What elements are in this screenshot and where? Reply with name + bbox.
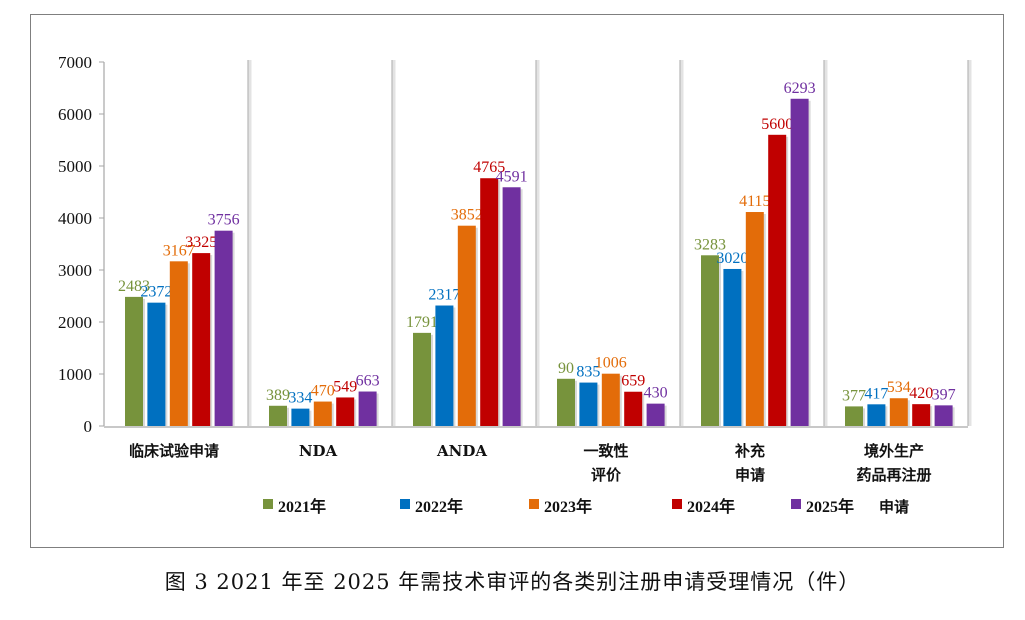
bar bbox=[192, 253, 211, 426]
bar bbox=[889, 398, 908, 426]
y-tick-label: 3000 bbox=[58, 261, 92, 280]
bar bbox=[435, 305, 454, 426]
data-label: 549 bbox=[333, 378, 357, 395]
bar bbox=[169, 261, 188, 426]
legend-swatch bbox=[263, 499, 273, 509]
category-label: 一致性 bbox=[583, 442, 628, 460]
data-label: 389 bbox=[266, 387, 290, 404]
category-label: NDA bbox=[299, 442, 338, 460]
data-label: 3852 bbox=[451, 207, 483, 224]
data-label: 835 bbox=[576, 364, 600, 381]
y-tick-label: 5000 bbox=[58, 157, 92, 176]
bar bbox=[313, 401, 332, 426]
data-label: 2317 bbox=[428, 287, 460, 304]
data-label: 90 bbox=[558, 360, 574, 377]
legend-label: 2021年 bbox=[278, 497, 326, 516]
data-label: 417 bbox=[864, 385, 888, 402]
legend-label: 2025年 bbox=[806, 497, 854, 516]
y-tick-label: 6000 bbox=[58, 105, 92, 124]
y-tick-label: 4000 bbox=[58, 209, 92, 228]
data-label: 1006 bbox=[595, 355, 627, 372]
bar bbox=[413, 332, 431, 426]
bar bbox=[269, 405, 287, 426]
data-label: 4591 bbox=[496, 168, 528, 185]
legend-label: 2023年 bbox=[544, 497, 592, 516]
category-label: 药品再注册 bbox=[856, 466, 931, 484]
category-label: 临床试验申请 bbox=[129, 442, 219, 460]
bar bbox=[624, 391, 643, 426]
data-label: 6293 bbox=[784, 80, 816, 97]
bar bbox=[745, 212, 764, 426]
data-label: 2372 bbox=[140, 284, 172, 301]
bar bbox=[147, 302, 166, 426]
data-label: 334 bbox=[288, 390, 312, 407]
data-label: 470 bbox=[311, 383, 335, 400]
legend-swatch bbox=[791, 499, 801, 509]
bar bbox=[790, 98, 809, 426]
data-label: 397 bbox=[932, 386, 956, 403]
bar bbox=[557, 378, 575, 426]
bar bbox=[601, 373, 620, 426]
category-label: 补充 bbox=[734, 442, 765, 460]
data-label: 3020 bbox=[716, 250, 748, 267]
bar bbox=[646, 403, 665, 426]
legend-label: 2024年 bbox=[687, 497, 735, 516]
bar bbox=[912, 404, 931, 426]
legend-label: 2022年 bbox=[415, 497, 463, 516]
bar bbox=[934, 405, 953, 426]
legend-swatch bbox=[529, 499, 539, 509]
data-label: 3167 bbox=[163, 242, 195, 259]
y-tick-label: 0 bbox=[84, 417, 93, 436]
data-label: 430 bbox=[644, 385, 668, 402]
bar bbox=[214, 230, 233, 426]
bar bbox=[768, 134, 787, 427]
legend-swatch bbox=[400, 499, 410, 509]
bar bbox=[480, 178, 499, 426]
bar bbox=[358, 391, 377, 426]
data-label: 534 bbox=[887, 379, 911, 396]
data-label: 659 bbox=[621, 373, 645, 390]
category-label: ANDA bbox=[436, 442, 487, 460]
data-label: 663 bbox=[356, 373, 380, 390]
y-tick-label: 7000 bbox=[58, 53, 92, 72]
data-label: 4765 bbox=[473, 159, 505, 176]
bar bbox=[291, 408, 310, 426]
bar bbox=[701, 255, 719, 426]
category-label: 申请 bbox=[879, 498, 909, 516]
data-label: 2483 bbox=[118, 278, 150, 295]
bar bbox=[867, 404, 886, 426]
data-label: 3283 bbox=[694, 236, 726, 253]
bar bbox=[336, 397, 355, 426]
category-label: 境外生产 bbox=[864, 442, 924, 460]
data-label: 3756 bbox=[208, 212, 240, 229]
bar bbox=[579, 382, 598, 426]
bar bbox=[502, 187, 521, 426]
bar bbox=[845, 406, 863, 426]
legend-swatch bbox=[672, 499, 682, 509]
data-label: 3325 bbox=[185, 234, 217, 251]
bar bbox=[723, 268, 742, 426]
data-label: 5600 bbox=[761, 116, 793, 133]
chart-frame: 0 1000 2000 3000 4000 5000 6000 7000 2483 2372 316… bbox=[30, 14, 1004, 548]
figure-caption: 图 3 2021 年至 2025 年需技术审评的各类别注册申请受理情况（件） bbox=[164, 570, 861, 594]
category-label: 申请 bbox=[735, 466, 765, 484]
category-label: 评价 bbox=[591, 466, 622, 484]
y-tick-label: 2000 bbox=[58, 313, 92, 332]
data-label: 4115 bbox=[739, 193, 770, 210]
data-label: 420 bbox=[909, 385, 933, 402]
data-label: 1791 bbox=[406, 314, 438, 331]
bar bbox=[125, 296, 143, 426]
bar bbox=[457, 225, 476, 426]
data-label: 377 bbox=[842, 387, 866, 404]
y-tick-label: 1000 bbox=[58, 365, 92, 384]
